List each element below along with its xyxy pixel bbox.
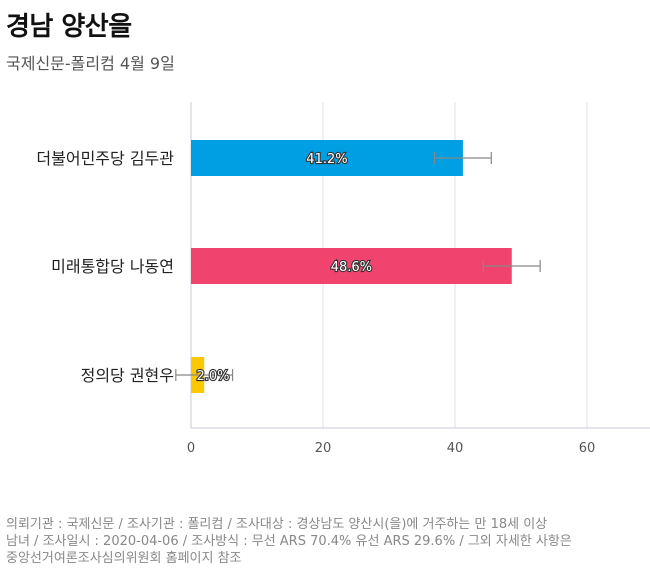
page-title: 경남 양산을 <box>6 12 132 42</box>
x-tick-label: 20 <box>315 441 332 456</box>
footnote-line-3: 중앙선거여론조사심의위원회 홈페이지 참조 <box>6 551 242 566</box>
x-tick-label: 60 <box>579 441 596 456</box>
bar <box>191 248 512 284</box>
footnote-line-2: 남녀 / 조사일시 : 2020-04-06 / 조사방식 : 무선 ARS 7… <box>6 534 572 549</box>
page-subtitle: 국제신문-폴리컴 4월 9일 <box>6 54 175 73</box>
bar <box>191 140 463 176</box>
value-label: 41.2% <box>306 152 347 167</box>
value-label: 48.6% <box>331 260 372 275</box>
value-label: 2.0% <box>196 369 229 384</box>
category-label: 더불어민주당 김두관 <box>36 149 174 168</box>
survey-footnote: 의뢰기관 : 국제신문 / 조사기관 : 폴리컴 / 조사대상 : 경상남도 양… <box>6 516 646 567</box>
x-tick-label: 0 <box>187 441 195 456</box>
footnote-line-1: 의뢰기관 : 국제신문 / 조사기관 : 폴리컴 / 조사대상 : 경상남도 양… <box>6 517 548 532</box>
category-label: 정의당 권현우 <box>81 366 174 385</box>
poll-bar-chart: 0 20 40 60 더불어민주당 김두관 41.2% 미래통합당 나동연 48.6% 정의당 … <box>36 102 650 456</box>
category-label: 미래통합당 나동연 <box>51 257 174 276</box>
x-tick-label: 40 <box>447 441 464 456</box>
